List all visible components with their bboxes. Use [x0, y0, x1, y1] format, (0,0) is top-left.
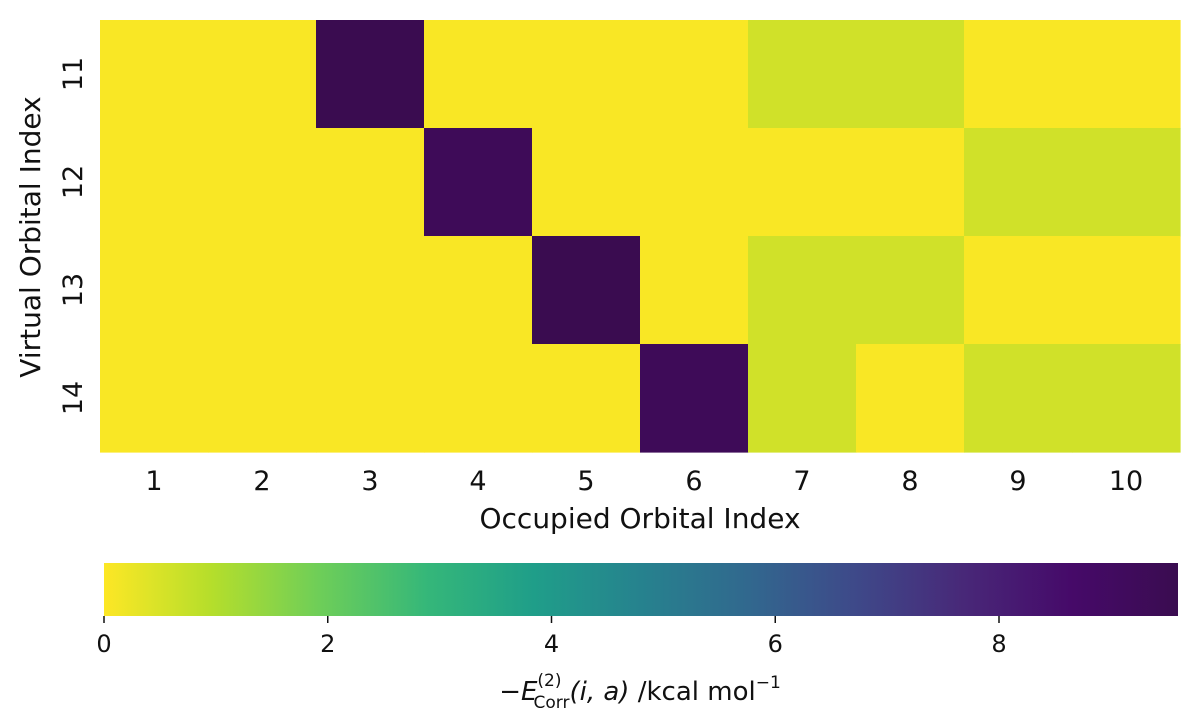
colorbar-label-subscript: Corr [534, 693, 570, 713]
heatmap-cell [640, 236, 749, 345]
heatmap-cell [748, 20, 857, 129]
colorbar-label-units: /kcal mol [629, 677, 755, 707]
heatmap-cell [424, 236, 533, 345]
heatmap-cell [532, 344, 641, 453]
heatmap-cell [640, 128, 749, 237]
heatmap-cell [640, 20, 749, 129]
x-axis-label: Occupied Orbital Index [479, 502, 800, 535]
x-tick-label: 2 [253, 466, 270, 497]
x-tick-labels: 1 2 3 4 5 6 7 8 9 10 [145, 466, 1143, 497]
x-tick-label: 10 [1109, 466, 1143, 497]
heatmap-cell [424, 344, 533, 453]
heatmap-cell [532, 128, 641, 237]
heatmap-cell [424, 20, 533, 129]
heatmap-cell [100, 20, 209, 129]
heatmap-cell [748, 236, 857, 345]
heatmap-cell [856, 128, 965, 237]
heatmap-cell [856, 344, 965, 453]
y-tick-label: 11 [58, 57, 89, 91]
colorbar-label-args: (i, a) [569, 677, 629, 707]
x-tick-label: 1 [145, 466, 162, 497]
heatmap-cell [856, 20, 965, 129]
heatmap-cell [748, 128, 857, 237]
colorbar-ticks: 0 2 4 6 8 [96, 616, 1007, 658]
heatmap-cell [964, 20, 1073, 129]
heatmap-cell [640, 344, 749, 453]
heatmap-cell [100, 128, 209, 237]
colorbar-label: −E(2) Corr(i, a) /kcal mol−1 [499, 671, 781, 713]
heatmap-cell [748, 344, 857, 453]
colorbar-label-symbol: −E [499, 677, 538, 707]
colorbar-tick-label: 2 [320, 630, 335, 658]
heatmap-cell [208, 344, 317, 453]
x-tick-label: 3 [361, 466, 378, 497]
y-axis-label: Virtual Orbital Index [14, 96, 47, 377]
x-tick-label: 8 [901, 466, 918, 497]
colorbar-tick-label: 0 [96, 630, 111, 658]
heatmap-cell [316, 20, 425, 129]
heatmap-cell [208, 128, 317, 237]
heatmap-cell [1072, 236, 1181, 345]
y-tick-label: 14 [58, 381, 89, 415]
heatmap-cell [856, 236, 965, 345]
colorbar-label-units-superscript: −1 [756, 673, 781, 693]
x-tick-label: 9 [1009, 466, 1026, 497]
heatmap-cell [100, 344, 209, 453]
heatmap-cell [208, 20, 317, 129]
heatmap-cell [964, 128, 1073, 237]
heatmap-cell [1072, 20, 1181, 129]
heatmap-cell [1072, 128, 1181, 237]
heatmap-cell [208, 236, 317, 345]
heatmap-cell [964, 344, 1073, 453]
x-tick-label: 6 [685, 466, 702, 497]
heatmap-cell [316, 344, 425, 453]
x-tick-label: 4 [469, 466, 486, 497]
heatmap-cell [316, 128, 425, 237]
heatmap-cell [316, 236, 425, 345]
heatmap-cell [100, 236, 209, 345]
heatmap-cell [532, 20, 641, 129]
x-tick-label: 7 [793, 466, 810, 497]
heatmap-cells [100, 20, 1181, 453]
heatmap-cell [532, 236, 641, 345]
heatmap-cell [964, 236, 1073, 345]
colorbar-tick-label: 4 [544, 630, 559, 658]
colorbar-tick-label: 6 [768, 630, 783, 658]
y-tick-label: 12 [58, 165, 89, 199]
y-tick-labels: 11 12 13 14 [58, 57, 89, 415]
heatmap-cell [424, 128, 533, 237]
colorbar-label-superscript: (2) [537, 671, 561, 691]
heatmap-cell [1072, 344, 1181, 453]
y-tick-label: 13 [58, 273, 89, 307]
colorbar-tick-label: 8 [991, 630, 1006, 658]
colorbar [104, 563, 1178, 616]
x-tick-label: 5 [577, 466, 594, 497]
